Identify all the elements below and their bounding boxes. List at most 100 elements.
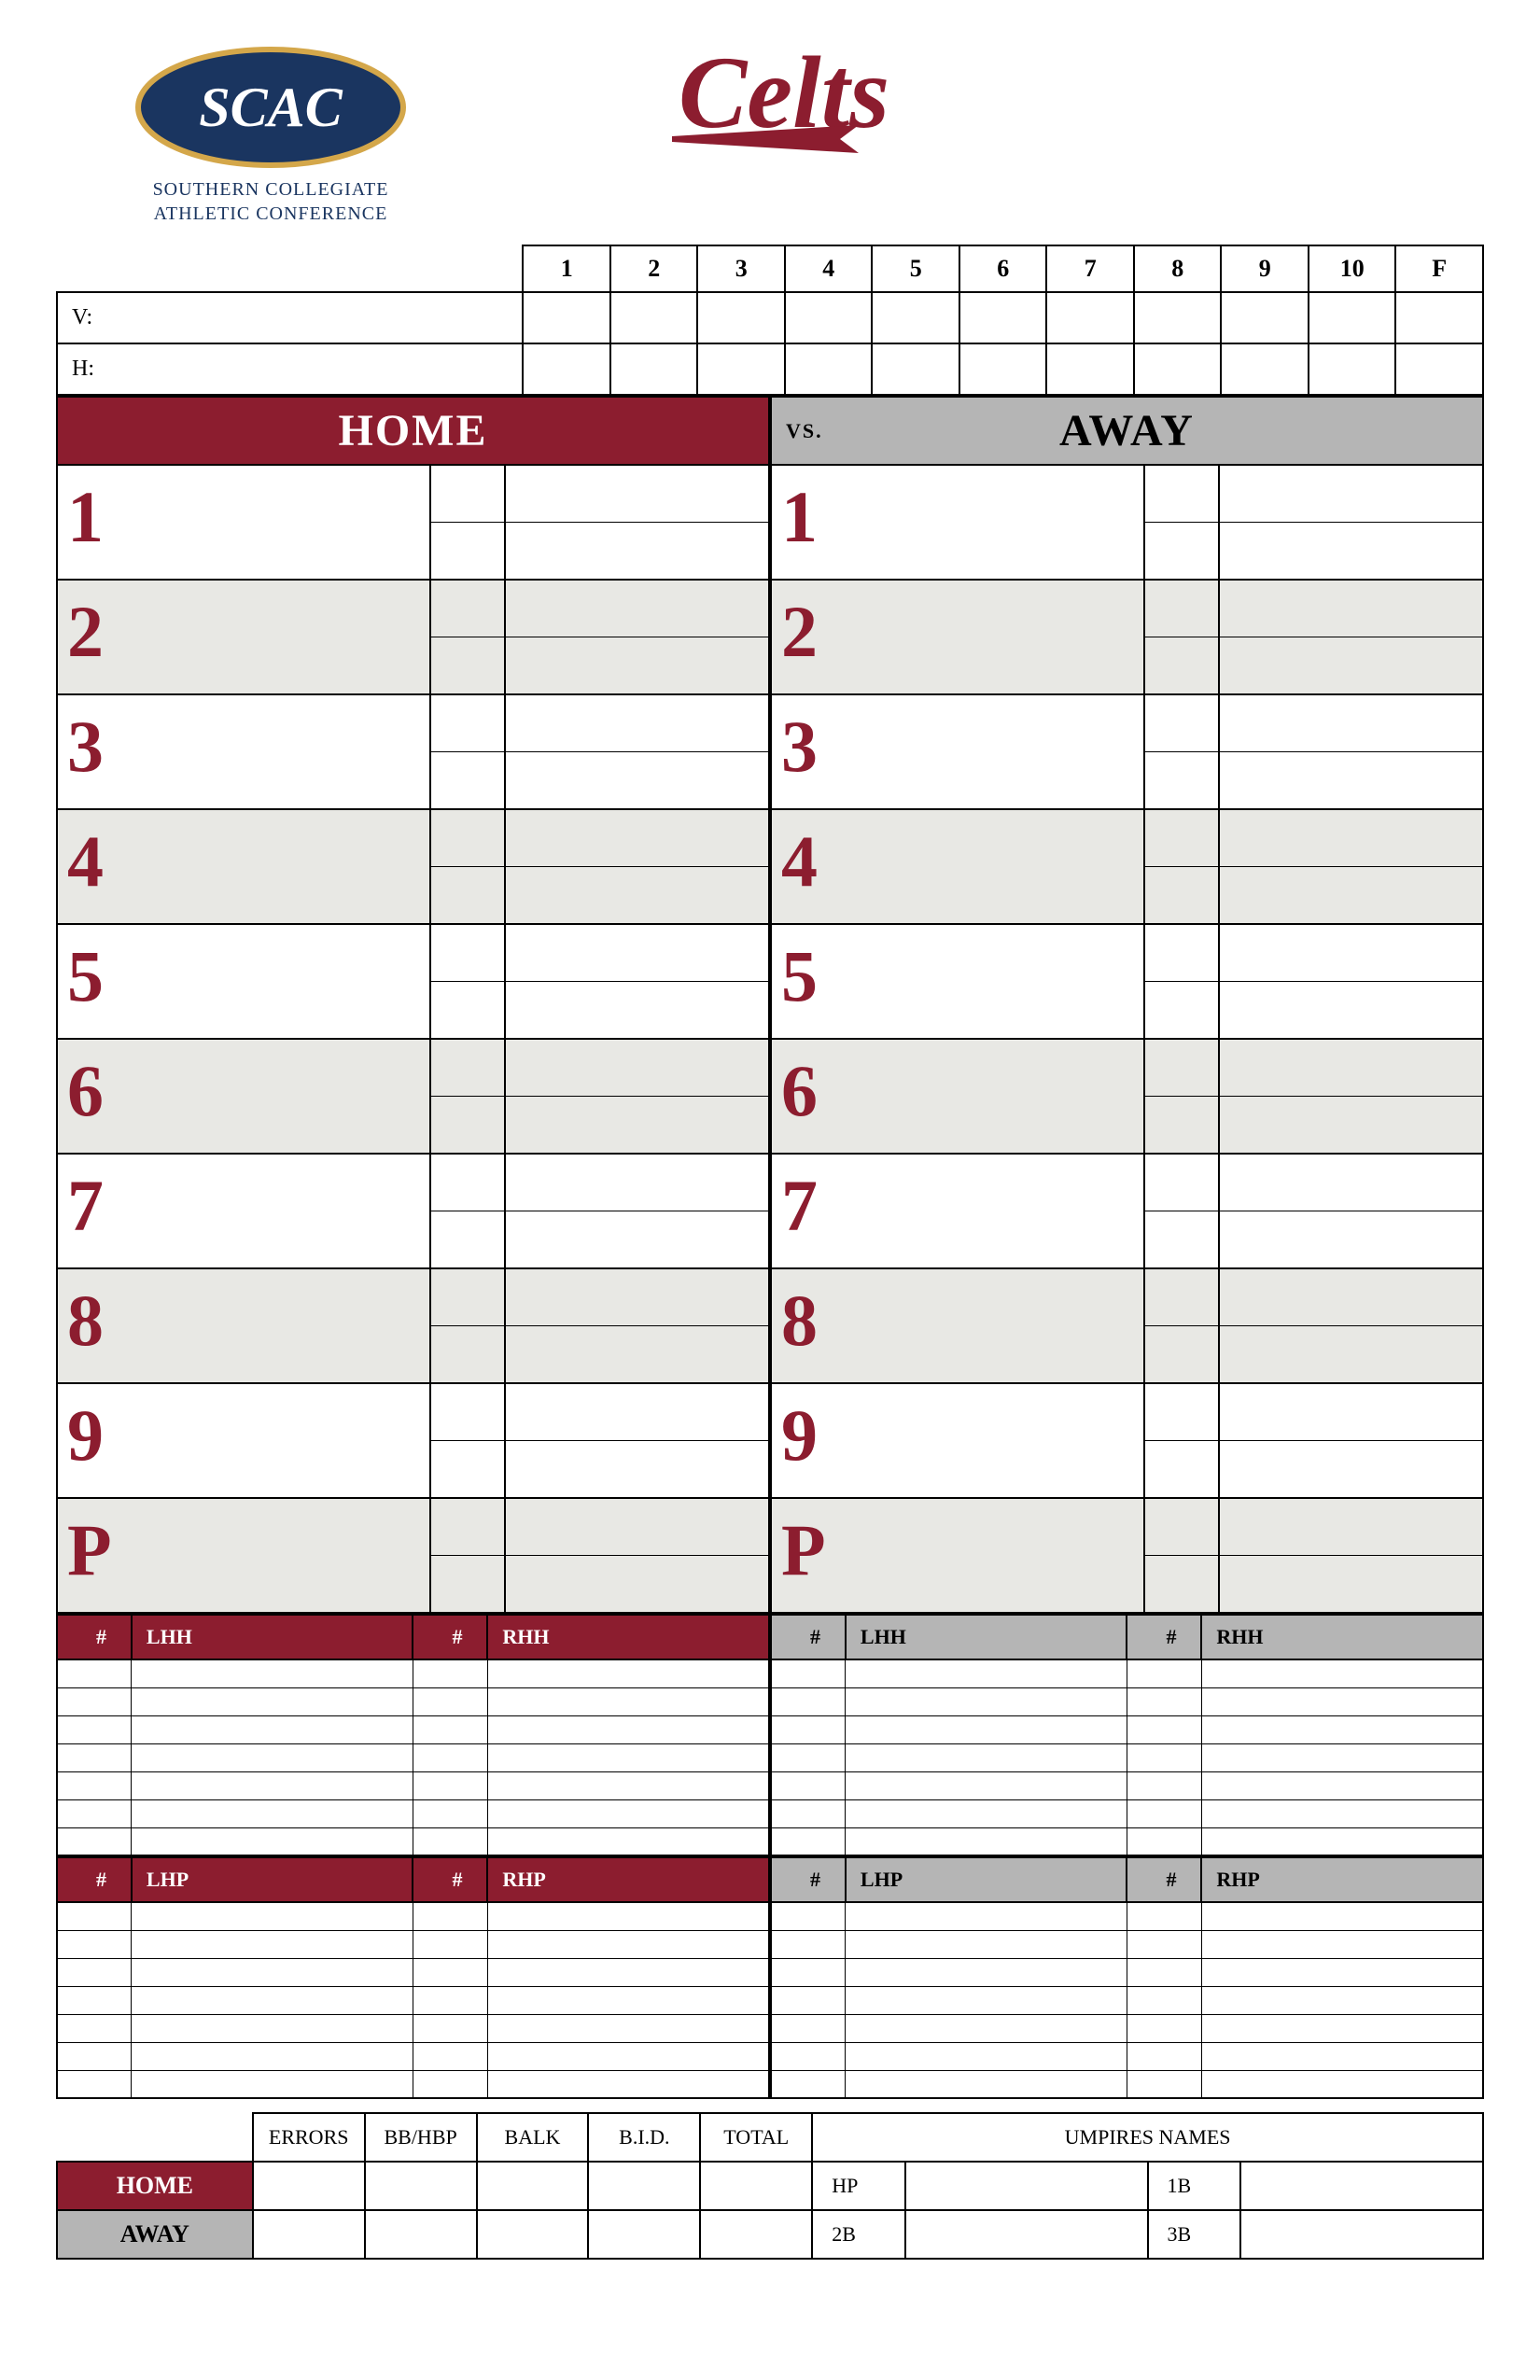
lineup-num-slot bbox=[429, 581, 504, 637]
lineup-position-number: 7 bbox=[770, 1155, 1143, 1269]
scac-oval-icon: SCAC bbox=[135, 47, 406, 168]
inning-col: 9 bbox=[1221, 245, 1309, 292]
lineup-row: 9 bbox=[770, 1384, 1484, 1499]
lineup-num-slot bbox=[429, 695, 504, 751]
lineup-name-slot bbox=[1218, 752, 1484, 808]
linescore-table: 1 2 3 4 5 6 7 8 9 10 F V: H: bbox=[56, 245, 1484, 396]
sub-row bbox=[771, 1958, 1483, 1986]
lineup-name-slot bbox=[1218, 867, 1484, 923]
num-header: # bbox=[57, 1857, 132, 1902]
num-header: # bbox=[1127, 1857, 1201, 1902]
num-header: # bbox=[771, 1615, 846, 1659]
sub-row bbox=[57, 1771, 769, 1799]
vs-label: VS. bbox=[786, 419, 823, 443]
lineup-slots bbox=[429, 810, 770, 925]
lineup-slots bbox=[429, 695, 770, 810]
lineup-position-number: P bbox=[56, 1499, 429, 1614]
ump-2b-label: 2B bbox=[812, 2210, 905, 2259]
lineup-num-slot bbox=[1143, 1269, 1218, 1325]
bottom-header-row: ERRORS BB/HBP BALK B.I.D. TOTAL UMPIRES … bbox=[57, 2113, 1483, 2162]
home-pitchers-table: # LHP # RHP bbox=[56, 1856, 770, 2099]
inning-col: 4 bbox=[785, 245, 873, 292]
lineup-num-slot bbox=[429, 466, 504, 522]
lineup-slots bbox=[429, 1499, 770, 1614]
lineup-name-slot bbox=[1218, 1556, 1484, 1612]
rhp-header: RHP bbox=[487, 1857, 769, 1902]
lineup-num-slot bbox=[429, 1499, 504, 1555]
home-hitters-table: # LHH # RHH bbox=[56, 1614, 770, 1856]
lineup-name-slot bbox=[1218, 1499, 1484, 1555]
lineup-num-slot bbox=[429, 1384, 504, 1440]
lineup-position-number: 4 bbox=[56, 810, 429, 925]
lineup-position-number: 9 bbox=[770, 1384, 1143, 1499]
scac-logo: SCAC SOUTHERN COLLEGIATE ATHLETIC CONFER… bbox=[112, 47, 429, 226]
lineup-num-slot bbox=[1143, 1040, 1218, 1096]
sub-row bbox=[771, 1715, 1483, 1743]
lineup-name-slot bbox=[1218, 1441, 1484, 1497]
visitor-label: V: bbox=[57, 292, 523, 343]
lineup-row: 7 bbox=[770, 1155, 1484, 1269]
home-pitchers-header: # LHP # RHP bbox=[57, 1857, 769, 1902]
away-pitchers-table: # LHP # RHP bbox=[770, 1856, 1484, 2099]
lineup-row: 6 bbox=[770, 1040, 1484, 1155]
inning-col: 8 bbox=[1134, 245, 1222, 292]
lineup-name-slot bbox=[504, 637, 770, 693]
lineup-name-slot bbox=[1218, 581, 1484, 637]
lineup-slots bbox=[429, 1384, 770, 1499]
celts-logo: Celts bbox=[635, 47, 933, 139]
lhp-header: LHP bbox=[846, 1857, 1127, 1902]
lineup-position-number: 6 bbox=[56, 1040, 429, 1155]
lineup-name-slot bbox=[504, 1155, 770, 1211]
lineup-num-slot bbox=[1143, 523, 1218, 579]
sub-row bbox=[771, 1743, 1483, 1771]
visitor-score-row: V: bbox=[57, 292, 1483, 343]
lineup-slots bbox=[1143, 466, 1484, 581]
lineup-slots bbox=[429, 925, 770, 1040]
lineup-name-slot bbox=[1218, 1384, 1484, 1440]
sub-row bbox=[771, 1827, 1483, 1855]
sub-row bbox=[57, 1958, 769, 1986]
home-header: HOME bbox=[56, 396, 770, 466]
home-header-label: HOME bbox=[339, 405, 488, 456]
header-logos: SCAC SOUTHERN COLLEGIATE ATHLETIC CONFER… bbox=[56, 47, 1484, 226]
sub-row bbox=[771, 1771, 1483, 1799]
lineup-position-number: 3 bbox=[770, 695, 1143, 810]
lineup-slots bbox=[429, 1155, 770, 1269]
lhh-header: LHH bbox=[132, 1615, 413, 1659]
lineup-num-slot bbox=[1143, 867, 1218, 923]
lhp-header: LHP bbox=[132, 1857, 413, 1902]
num-header: # bbox=[413, 1857, 487, 1902]
sub-row bbox=[57, 1659, 769, 1687]
lineup-position-number: 2 bbox=[770, 581, 1143, 695]
sub-row bbox=[57, 2014, 769, 2042]
inning-col: 6 bbox=[959, 245, 1047, 292]
lineup-name-slot bbox=[504, 1384, 770, 1440]
lineup-slots bbox=[1143, 1155, 1484, 1269]
lineup-num-slot bbox=[1143, 1326, 1218, 1382]
bottom-away-label: AWAY bbox=[57, 2210, 253, 2259]
lineup-name-slot bbox=[504, 1556, 770, 1612]
lineup-num-slot bbox=[429, 1326, 504, 1382]
lineup-name-slot bbox=[1218, 1269, 1484, 1325]
lineup-position-number: 5 bbox=[56, 925, 429, 1040]
lineup-name-slot bbox=[504, 1326, 770, 1382]
lineup-name-slot bbox=[504, 581, 770, 637]
lineup-slots bbox=[1143, 1384, 1484, 1499]
lineup-name-slot bbox=[504, 1269, 770, 1325]
lineup-name-slot bbox=[1218, 925, 1484, 981]
away-hitters-table: # LHH # RHH bbox=[770, 1614, 1484, 1856]
lineup-name-slot bbox=[504, 695, 770, 751]
lineup-num-slot bbox=[429, 1097, 504, 1153]
lineup-name-slot bbox=[504, 982, 770, 1038]
lineup-name-slot bbox=[504, 1499, 770, 1555]
lineup-name-slot bbox=[1218, 810, 1484, 866]
lineup-num-slot bbox=[429, 982, 504, 1038]
lineup-num-slot bbox=[429, 867, 504, 923]
sub-row bbox=[771, 2014, 1483, 2042]
away-header: VS. AWAY bbox=[770, 396, 1484, 466]
lineup-slots bbox=[1143, 1499, 1484, 1614]
bottom-summary-table: ERRORS BB/HBP BALK B.I.D. TOTAL UMPIRES … bbox=[56, 2112, 1484, 2260]
lineup-row: 2 bbox=[770, 581, 1484, 695]
lineup-name-slot bbox=[1218, 523, 1484, 579]
lineup-row: 8 bbox=[56, 1269, 770, 1384]
